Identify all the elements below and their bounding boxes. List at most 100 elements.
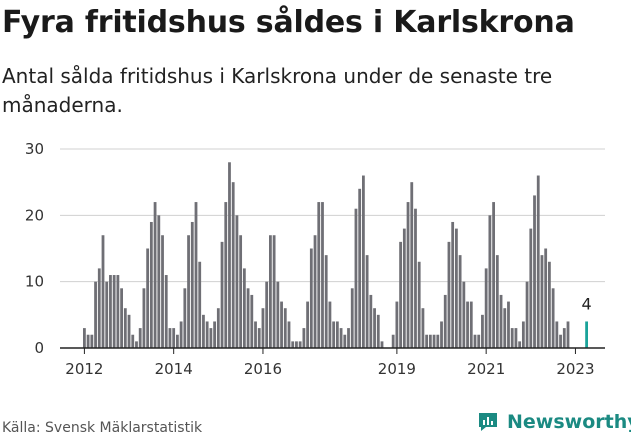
bar [250,294,254,348]
bar [295,341,298,348]
bar [287,321,291,348]
bar [257,328,261,348]
bar [161,235,164,348]
bar [157,215,161,348]
bar [83,328,86,348]
x-tick-label: 2023 [556,360,594,378]
y-tick-label: 10 [25,273,44,291]
bar [298,341,302,348]
bar [343,334,347,348]
bar [291,341,295,348]
brand-name: Newsworthy [507,411,631,433]
bar [443,294,447,348]
bar [521,321,525,348]
bar [313,235,317,348]
bar [172,328,176,348]
newsworthy-logo-icon [479,413,497,431]
bar-chart: 0 10 20 30 2012 2014 2016 2019 2021 2023 4 [25,140,605,378]
y-tick-label: 30 [25,140,44,158]
bar [451,221,455,348]
bar [481,314,484,348]
highlight-bar [585,321,588,348]
bar [484,268,488,348]
bar [190,221,194,348]
bar [205,321,209,348]
bar [120,288,123,348]
bar [440,321,443,348]
bar [142,288,146,348]
bar [101,235,105,348]
bar [447,241,451,348]
bar [97,268,101,348]
bar [473,334,477,348]
bar [402,228,406,348]
bar [202,314,205,348]
bar [566,321,570,348]
bar [105,281,109,348]
bar [280,301,283,348]
bar [242,268,246,348]
bar [123,308,127,348]
bar [436,334,440,348]
y-tick-label: 0 [34,339,44,357]
bar [321,202,324,348]
bar [369,294,373,348]
bar [469,301,473,348]
bar [216,308,220,348]
bar [373,308,376,348]
bar [414,208,417,348]
bar [399,241,402,348]
bar [335,321,339,348]
bar [176,334,179,348]
bar [276,281,280,348]
bar [529,228,533,348]
x-tick-label: 2014 [155,360,193,378]
bar [309,248,313,348]
x-tick-label: 2021 [467,360,505,378]
bar [551,288,555,348]
bar [354,208,358,348]
bar [492,202,495,348]
bar [395,301,399,348]
bar [380,341,384,348]
bar [548,261,551,348]
brand-logo: Newsworthy [476,407,631,437]
bar [540,255,544,348]
bar [391,334,395,348]
bar [306,301,309,348]
bar [499,294,503,348]
bar [94,281,97,348]
bar [347,328,350,348]
bar [350,288,354,348]
chart-title: Fyra fritidshus såldes i Karlskrona [2,5,575,40]
bar [220,241,224,348]
bar [231,182,235,348]
bar [503,308,507,348]
bar [421,308,425,348]
y-axis-ticks: 0 10 20 30 [25,140,44,357]
bar [254,321,257,348]
bar [462,281,466,348]
bar [153,202,157,348]
bar [168,328,172,348]
bar [269,235,272,348]
gridlines [60,148,605,283]
x-tick-label: 2012 [65,360,103,378]
bar [261,308,265,348]
bar [466,301,469,348]
bar [339,328,343,348]
bar [317,202,321,348]
bar [164,275,168,348]
bar [559,334,562,348]
bar [514,328,518,348]
bar [235,215,239,348]
bar [112,275,116,348]
bar [510,328,514,348]
bar [198,261,202,348]
bar [272,235,276,348]
bar [458,255,462,348]
bar [362,175,365,348]
bar [131,334,135,348]
bar [135,341,138,348]
bar [228,162,231,348]
